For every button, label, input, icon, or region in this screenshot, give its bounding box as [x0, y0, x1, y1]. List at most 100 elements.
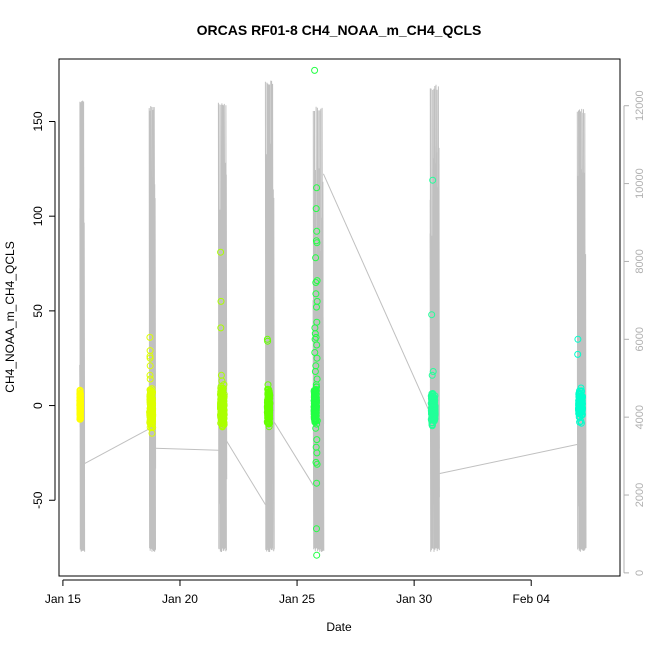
altitude-ferry-line: [273, 420, 314, 486]
data-point-outlier: [313, 341, 321, 349]
data-point-outlier: [217, 324, 225, 332]
data-point-outlier: [312, 424, 320, 432]
data-point: [217, 394, 225, 402]
altitude-profile-flight-7: [576, 108, 587, 552]
data-point: [219, 401, 227, 409]
y2-tick-label: 10000: [634, 168, 646, 199]
data-point-outlier: [146, 354, 154, 362]
data-point: [313, 420, 321, 428]
data-point-outlier: [313, 479, 321, 487]
data-point-outlier: [146, 333, 154, 341]
altitude-ferry-line: [225, 440, 266, 506]
data-point: [312, 390, 320, 398]
data-point: [575, 404, 583, 412]
altitude-ferry-line: [322, 173, 431, 414]
altitude-ferry-line: [83, 428, 150, 465]
y-tick-label: -50: [31, 491, 45, 509]
data-point-outlier: [429, 176, 437, 184]
data-point-outlier: [313, 184, 321, 192]
altitude-profile-flight-6: [429, 84, 440, 552]
altitude-profile-flight-4: [264, 80, 275, 553]
data-point-outlier: [311, 66, 319, 74]
y2-tick-label: 12000: [634, 90, 646, 121]
data-point: [265, 418, 273, 426]
data-point-outlier: [313, 277, 321, 285]
y-tick-label: 150: [31, 111, 45, 131]
data-point-outlier: [146, 388, 154, 396]
y2-tick-label: 4000: [634, 405, 646, 429]
y2-tick-label: 8000: [634, 249, 646, 273]
data-point-outlier: [312, 279, 320, 286]
data-point-outlier: [217, 297, 225, 305]
data-point-outlier: [428, 371, 436, 379]
series-flight-3: [217, 248, 228, 431]
data-point: [431, 408, 439, 416]
data-point: [147, 418, 155, 426]
data-point: [148, 401, 156, 409]
altitude-ferry-line: [155, 447, 219, 451]
data-point: [430, 416, 438, 424]
data-point-outlier: [311, 368, 319, 375]
data-point: [219, 387, 226, 395]
data-point: [148, 414, 156, 422]
data-point-outlier: [218, 422, 226, 430]
data-point-outlier: [574, 350, 582, 358]
data-point: [576, 418, 584, 426]
data-point: [147, 391, 155, 399]
series-flight-2: [146, 333, 157, 437]
y-tick-label: 50: [31, 304, 45, 318]
y-tick-label: 100: [31, 206, 45, 226]
data-point-outlier: [312, 254, 320, 262]
y2-tick-label: 0: [634, 570, 646, 576]
altitude-ferry-line: [439, 443, 578, 475]
data-point: [76, 397, 84, 404]
data-point-outlier: [428, 311, 436, 319]
data-point: [76, 415, 84, 423]
data-point-outlier: [429, 390, 437, 398]
data-point: [220, 406, 228, 414]
data-point-outlier: [217, 248, 225, 256]
data-point-outlier: [574, 335, 582, 343]
data-point-outlier: [146, 371, 154, 379]
series-flight-4: [263, 335, 274, 431]
data-point-outlier: [313, 436, 321, 444]
data-point-outlier: [313, 354, 321, 362]
data-point: [266, 412, 274, 419]
data-point: [147, 408, 155, 416]
y2-tick-label: 6000: [634, 327, 646, 351]
data-point: [76, 404, 84, 411]
data-point: [266, 419, 274, 427]
data-point-outlier: [312, 381, 320, 389]
data-point-outlier: [312, 205, 320, 213]
y2-tick-label: 2000: [634, 483, 646, 507]
points-layer: [76, 66, 586, 559]
data-point: [576, 395, 584, 403]
x-tick-label: Jan 20: [162, 592, 198, 606]
x-tick-label: Feb 04: [513, 592, 551, 606]
plot-frame: [58, 58, 621, 577]
data-point-outlier: [313, 525, 320, 533]
data-point: [577, 419, 585, 427]
data-point: [311, 391, 319, 399]
altitude-layer: [79, 80, 587, 553]
data-point-outlier: [313, 417, 321, 425]
x-tick-label: Jan 15: [45, 592, 81, 606]
data-point: [76, 387, 84, 395]
data-point: [264, 399, 272, 406]
series-flight-7: [574, 335, 586, 427]
data-point-outlier: [313, 460, 321, 468]
data-point-outlier: [264, 381, 272, 389]
data-point-outlier: [264, 337, 272, 345]
y-axis-label: CH4_NOAA_m_CH4_QCLS: [3, 241, 17, 392]
x-tick-label: Jan 30: [396, 592, 432, 606]
data-point-outlier: [313, 551, 321, 559]
data-point-outlier: [313, 303, 320, 311]
data-point: [265, 423, 273, 431]
data-point: [576, 408, 584, 415]
data-point-outlier: [312, 290, 320, 298]
axes-layer: Jan 15 Jan 20 Jan 25 Jan 30 Feb 04 -50 0 50 100 1…: [31, 90, 646, 606]
data-point: [265, 394, 273, 401]
altitude-profile-flight-1: [79, 100, 86, 552]
data-point: [431, 414, 439, 422]
